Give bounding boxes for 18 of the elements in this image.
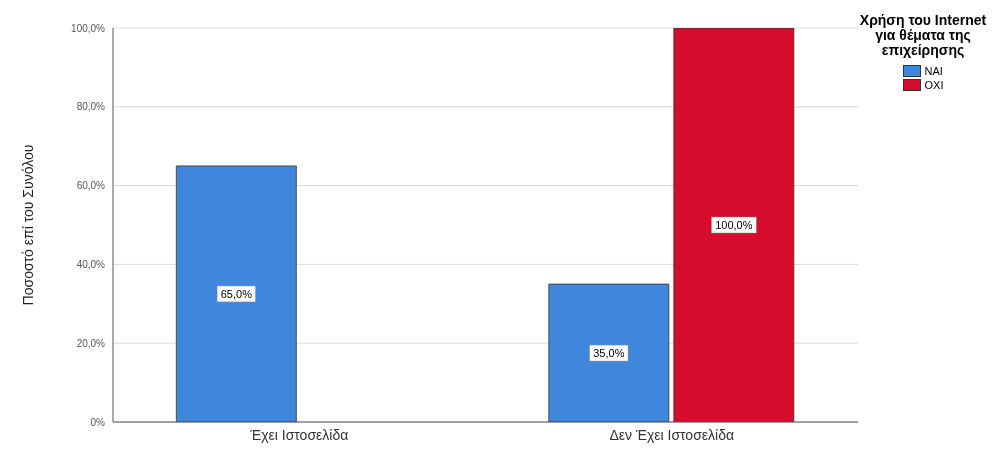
y-axis-title: Ποσοστό επί του Συνόλου bbox=[19, 144, 36, 306]
legend-title: Χρήση του Internet για θέματα της επιχείρησης bbox=[858, 12, 988, 58]
data-label: 100,0% bbox=[715, 219, 753, 231]
x-tick-label: Έχει Ιστοσελίδα bbox=[249, 426, 349, 443]
bar bbox=[673, 28, 795, 422]
y-tick-label: 60,0% bbox=[76, 180, 106, 192]
bar bbox=[548, 283, 670, 422]
y-tick-label: 100,0% bbox=[71, 22, 106, 34]
data-label: 35,0% bbox=[593, 347, 625, 360]
y-tick-label: 80,0% bbox=[76, 101, 106, 113]
x-tick-label: Δεν Έχει Ιστοσελίδα bbox=[609, 426, 735, 443]
y-tick-label: 0% bbox=[90, 416, 106, 428]
data-label: 65,0% bbox=[220, 287, 253, 300]
legend-label: ΝΑΙ bbox=[924, 64, 943, 78]
bar bbox=[175, 165, 297, 422]
y-tick-label: 40,0% bbox=[76, 258, 106, 270]
legend-label: ΟΧΙ bbox=[924, 78, 944, 92]
y-tick-label: 20,0% bbox=[76, 337, 106, 349]
